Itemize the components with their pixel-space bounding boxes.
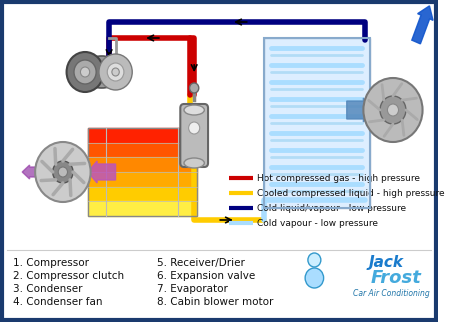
Circle shape [74,60,96,84]
Bar [88,187,197,201]
Bar [88,128,197,216]
FancyArrow shape [88,161,116,183]
Circle shape [35,142,91,202]
Circle shape [364,78,422,142]
Bar [88,157,197,172]
Text: Cold liquid/vapour - low pressure: Cold liquid/vapour - low pressure [257,204,406,213]
Circle shape [112,68,119,76]
Circle shape [66,52,103,92]
Bar [88,172,197,187]
Circle shape [107,63,124,81]
Text: Cold vapour - low pressure: Cold vapour - low pressure [257,219,378,228]
Text: 2. Compressor clutch: 2. Compressor clutch [13,271,124,281]
Text: 3. Condenser: 3. Condenser [13,284,82,294]
Text: 6. Expansion valve: 6. Expansion valve [157,271,255,281]
Text: Car Air Conditioning: Car Air Conditioning [353,289,429,298]
FancyArrow shape [412,6,433,44]
Text: Jack: Jack [369,255,404,270]
FancyBboxPatch shape [180,104,208,167]
FancyBboxPatch shape [2,2,437,320]
Bar [264,38,370,208]
Text: 7. Evaporator: 7. Evaporator [157,284,228,294]
Circle shape [99,54,132,90]
Circle shape [380,96,406,124]
Text: 1. Compressor: 1. Compressor [13,258,89,268]
Ellipse shape [184,105,204,115]
Circle shape [58,167,67,177]
Text: Hot compressed gas - high pressure: Hot compressed gas - high pressure [257,174,420,183]
Text: Frost: Frost [370,269,421,287]
Ellipse shape [184,158,204,168]
Circle shape [189,122,200,134]
Circle shape [81,67,90,77]
Text: 8. Cabin blower motor: 8. Cabin blower motor [157,297,273,307]
Circle shape [190,83,199,93]
Bar [88,201,197,216]
Text: 4. Condenser fan: 4. Condenser fan [13,297,102,307]
Circle shape [53,161,73,183]
Circle shape [308,253,321,267]
Text: 5. Receiver/Drier: 5. Receiver/Drier [157,258,245,268]
FancyArrow shape [347,98,373,122]
Text: Cooled compressed liquid - high pressure: Cooled compressed liquid - high pressure [257,188,445,197]
Bar [88,128,197,143]
Ellipse shape [81,56,122,88]
Bar [88,143,197,157]
Circle shape [387,104,399,116]
Bar [264,38,370,208]
Circle shape [305,268,324,288]
FancyArrow shape [22,165,46,179]
